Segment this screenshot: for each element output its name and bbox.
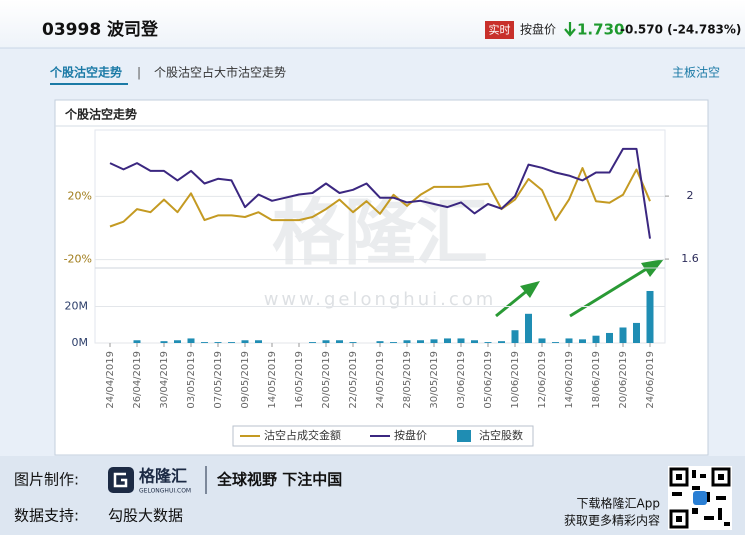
price-change: -0.570 (-24.783%) <box>620 23 741 37</box>
legend-swatch <box>457 430 471 442</box>
x-tick-label: 09/05/2019 <box>240 351 251 409</box>
bar <box>538 338 546 343</box>
x-tick-label: 03/06/2019 <box>456 351 467 409</box>
bar <box>336 340 343 343</box>
logo-text: 格隆汇 <box>139 467 187 486</box>
bar <box>403 340 411 343</box>
qr-code <box>668 466 732 530</box>
bar <box>484 342 492 343</box>
y2-tick-label: 2 <box>687 189 694 202</box>
bar <box>579 339 586 343</box>
badge-bg <box>485 21 514 39</box>
legend-label: 沽空股数 <box>479 428 523 442</box>
bar <box>322 340 330 343</box>
legend-label: 沽空占成交金额 <box>264 428 341 442</box>
x-tick-label: 28/05/2019 <box>402 351 413 409</box>
watermark: 格隆汇 <box>272 191 488 275</box>
x-tick-label: 24/04/2019 <box>105 351 116 409</box>
badge: 实时 <box>489 23 511 37</box>
header-bg <box>0 0 745 48</box>
series-line <box>109 147 651 239</box>
x-tick-label: 18/06/2019 <box>591 351 602 409</box>
x-tick-label: 20/06/2019 <box>618 351 629 409</box>
y2-tick-label: 1.6 <box>681 252 699 265</box>
price: 1.730 <box>577 21 624 39</box>
legend-label: 按盘价 <box>394 428 427 442</box>
x-tick-label: 22/05/2019 <box>348 351 359 409</box>
bar <box>646 290 654 343</box>
bar <box>309 342 316 343</box>
x-tick-label: 14/05/2019 <box>267 351 278 409</box>
y-tick-label: 20% <box>68 189 92 202</box>
bar <box>214 342 222 343</box>
stock-title: 03998 波司登 <box>42 19 159 40</box>
x-tick-label: 03/05/2019 <box>186 351 197 409</box>
app-line: 获取更多精彩内容 <box>564 513 660 528</box>
data-source: 勾股大数据 <box>108 507 183 525</box>
made-by-label: 图片制作: <box>14 471 79 489</box>
tab-separator: | <box>137 66 141 80</box>
bar <box>390 342 397 343</box>
price-label: 按盘价 <box>520 22 556 37</box>
bar <box>471 340 478 343</box>
side-link[interactable]: 主板沽空 <box>672 66 720 80</box>
slogan: 全球视野 下注中国 <box>216 471 342 489</box>
tab-active[interactable]: 个股沽空走势 <box>49 65 122 80</box>
bar <box>417 340 424 343</box>
x-tick-label: 07/05/2019 <box>213 351 224 409</box>
bar <box>430 339 438 343</box>
bar <box>349 342 357 343</box>
bar <box>565 338 573 343</box>
series-line <box>109 167 651 228</box>
app-line: 下载格隆汇App <box>577 496 660 511</box>
y-tick-label: 20M <box>65 300 89 313</box>
bar <box>619 327 627 343</box>
chart-panel <box>54 99 709 456</box>
logo-sub: GELONGHUI.COM <box>139 488 191 495</box>
y-tick-label: 0M <box>72 336 89 349</box>
bar <box>187 338 195 343</box>
bar <box>228 342 235 343</box>
logo-glyph <box>113 472 128 488</box>
x-tick-label: 30/05/2019 <box>429 351 440 409</box>
watermark-url: www.gelonghui.com <box>264 289 497 310</box>
bar <box>525 313 532 343</box>
x-tick-label: 26/04/2019 <box>132 351 143 409</box>
bar <box>241 340 249 343</box>
bar <box>592 335 600 343</box>
x-tick-label: 30/04/2019 <box>159 351 170 409</box>
bar <box>133 340 141 343</box>
bar <box>444 338 451 343</box>
x-tick-label: 24/06/2019 <box>645 351 656 409</box>
x-tick-label: 24/05/2019 <box>375 351 386 409</box>
x-tick-label: 16/05/2019 <box>294 351 305 409</box>
data-label: 数据支持: <box>14 507 79 525</box>
x-tick-label: 05/06/2019 <box>483 351 494 409</box>
bar <box>511 330 519 343</box>
bar <box>552 342 559 343</box>
x-tick-label: 14/06/2019 <box>564 351 575 409</box>
bar <box>201 342 208 343</box>
bar <box>174 340 181 343</box>
bar <box>255 340 262 343</box>
bar <box>633 322 640 343</box>
tab[interactable]: 个股沽空占大市沽空走势 <box>154 65 286 80</box>
down-arrow <box>564 22 576 37</box>
bar <box>606 332 613 343</box>
chart-title: 个股沽空走势 <box>64 107 137 122</box>
x-tick-label: 10/06/2019 <box>510 351 521 409</box>
bar <box>160 341 168 343</box>
bar <box>376 341 384 343</box>
x-tick-label: 20/05/2019 <box>321 351 332 409</box>
bar <box>457 338 465 343</box>
bar <box>498 341 505 343</box>
y-tick-label: -20% <box>64 253 92 266</box>
x-tick-label: 12/06/2019 <box>537 351 548 409</box>
